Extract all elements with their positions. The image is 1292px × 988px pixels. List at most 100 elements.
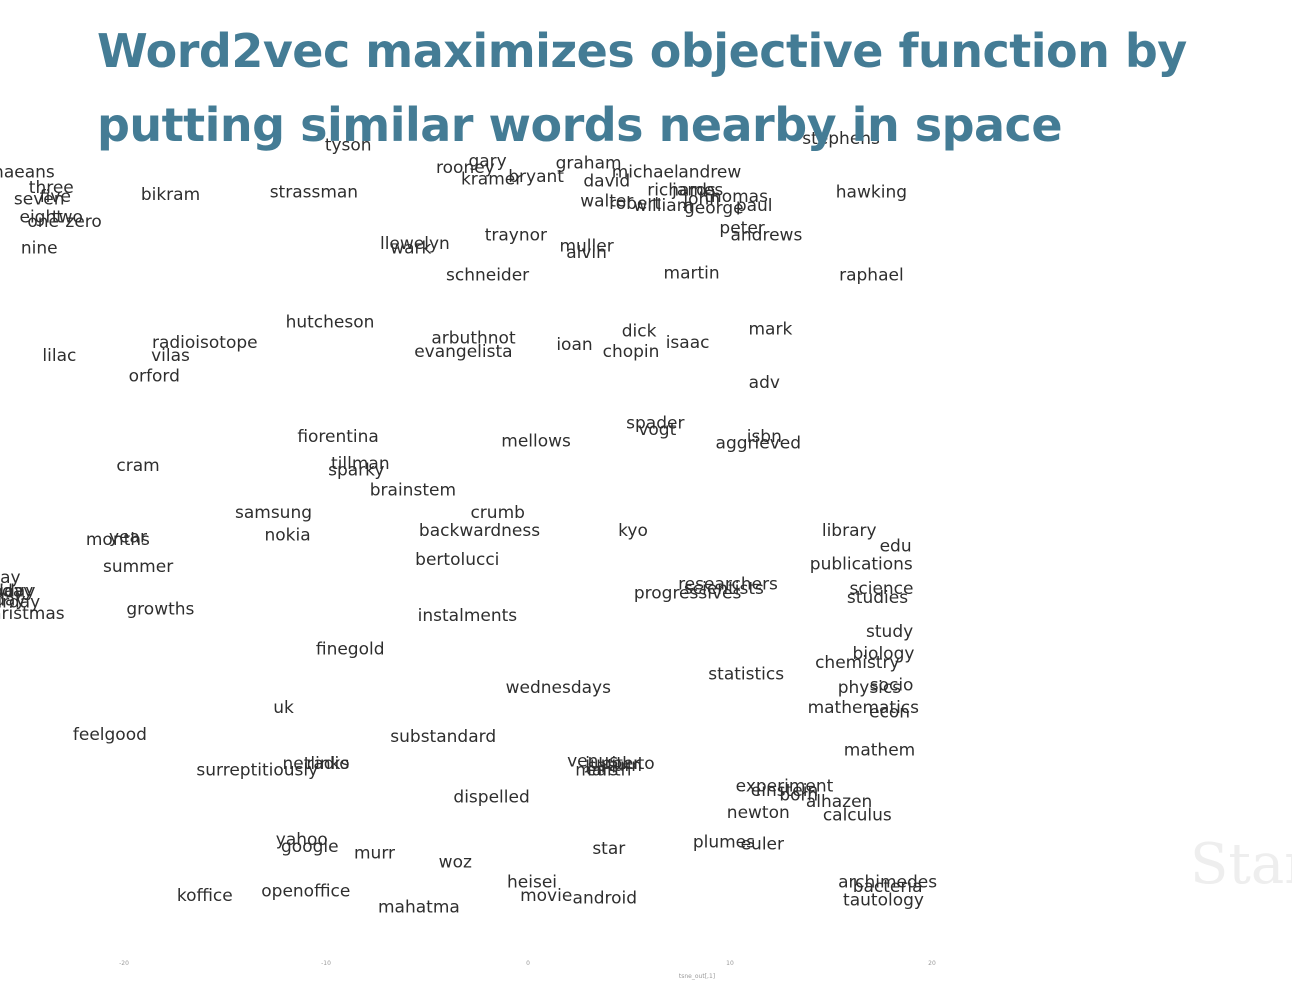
word-point: bacteria xyxy=(853,877,923,897)
word-point: adv xyxy=(749,373,780,393)
word-point: google xyxy=(281,837,339,857)
word-point: john xyxy=(682,189,720,209)
word-point: stephens xyxy=(802,129,880,149)
word-point: einstein xyxy=(751,781,818,801)
word-point: study xyxy=(866,622,913,642)
word-point: zero xyxy=(65,212,101,232)
word-point: two xyxy=(52,207,83,227)
word-point: cram xyxy=(116,456,159,476)
word-point: biology xyxy=(853,644,915,664)
word-point: ioan xyxy=(556,335,592,355)
word-point: christmas xyxy=(0,604,65,624)
word-point: summer xyxy=(103,557,173,577)
word-point: publications xyxy=(810,555,913,575)
word-point: one xyxy=(27,212,59,232)
word-point: seven xyxy=(14,189,65,209)
word-point: kyo xyxy=(618,521,648,541)
word-point: isbn xyxy=(747,427,782,447)
word-point: traynor xyxy=(485,225,547,245)
x-tick-label: 20 xyxy=(928,960,936,967)
word-point: woz xyxy=(439,853,472,873)
word-point: radio xyxy=(306,754,349,774)
word-point: chemistry xyxy=(815,653,899,673)
word-point: five xyxy=(40,187,71,207)
word-point: movie xyxy=(520,886,572,906)
word-point: spader xyxy=(626,413,684,433)
word-point: mathem xyxy=(844,741,915,761)
word-point: samsung xyxy=(235,503,312,523)
word-point: researchers xyxy=(678,575,778,595)
word-point: aggrieved xyxy=(716,434,801,454)
word-point: physics xyxy=(838,678,902,698)
word-point: uk xyxy=(273,698,294,718)
word-point: calculus xyxy=(823,805,892,825)
word-point: earth xyxy=(586,761,631,781)
word-point: scientists xyxy=(684,579,764,599)
word-point: substandard xyxy=(390,727,496,747)
word-point: isaac xyxy=(666,333,710,353)
word-point: crumb xyxy=(470,503,524,523)
word-point: studies xyxy=(847,588,908,608)
word-point: backwardness xyxy=(419,521,540,541)
word-point: months xyxy=(86,530,150,550)
word-point: mars xyxy=(575,761,618,781)
word-point: vogt xyxy=(638,420,676,440)
word-point: koffice xyxy=(177,886,233,906)
word-point: mark xyxy=(748,319,792,339)
word-point: openoffice xyxy=(261,882,350,902)
word-point: netlinks xyxy=(282,754,349,774)
word-point: arbuthnot xyxy=(431,328,516,348)
word-point: richards xyxy=(647,181,716,201)
word-point: hawking xyxy=(836,183,907,203)
word-point: tautology xyxy=(843,891,924,911)
x-axis-label: tsne_out[,1] xyxy=(679,973,715,980)
word-point: strassman xyxy=(270,183,358,203)
word-point: raphael xyxy=(839,266,904,286)
word-point: sparky xyxy=(328,461,384,481)
word-point: bertolucci xyxy=(415,550,499,570)
word-point: three xyxy=(29,178,74,198)
word-point: alhazen xyxy=(806,792,873,812)
word-point: finegold xyxy=(316,640,385,660)
word-point: mahatma xyxy=(378,897,460,917)
word-point: alvin xyxy=(566,243,607,263)
word-point: llewelyn xyxy=(380,234,450,254)
word-point: sunday xyxy=(0,590,26,610)
word-point: schneider xyxy=(446,266,529,286)
word-point: friday xyxy=(0,581,35,601)
word-point: newton xyxy=(727,803,790,823)
word-point: saturday xyxy=(0,593,40,613)
word-point: martin xyxy=(664,263,720,283)
word-point: year xyxy=(109,528,147,548)
word-point: archimedes xyxy=(838,873,937,893)
word-point: dick xyxy=(622,322,657,342)
word-point: econ xyxy=(869,702,910,722)
word-point: tuesday xyxy=(0,568,21,588)
x-tick-label: 10 xyxy=(726,960,734,967)
word-point: fiorentina xyxy=(297,427,379,447)
x-axis-ticks: -20 -10 0 10 20 xyxy=(119,960,936,967)
word-point: tillman xyxy=(331,454,390,474)
word-point: graham xyxy=(556,154,622,174)
word-point: william xyxy=(633,196,693,216)
word-point: kramer xyxy=(461,169,522,189)
word-point: gary xyxy=(468,151,506,171)
word-point: peter xyxy=(719,219,764,239)
word-point: star xyxy=(592,839,625,859)
word-point: george xyxy=(684,198,744,218)
word-point: dispelled xyxy=(453,788,529,808)
word-point: orford xyxy=(129,366,180,386)
slide-title-line-1: Word2vec maximizes objective function by xyxy=(97,24,1187,78)
word-point: heisei xyxy=(507,873,557,893)
word-point: growths xyxy=(126,599,194,619)
word-point: thomas xyxy=(704,187,768,207)
word-point: euler xyxy=(741,835,784,855)
word-point: smyrnaeans xyxy=(0,163,55,183)
word-point: thursday xyxy=(0,581,24,601)
word-point: david xyxy=(583,172,630,192)
word-point: walter xyxy=(580,192,633,212)
word-point: bryant xyxy=(508,167,564,187)
word-point: born xyxy=(779,785,818,805)
